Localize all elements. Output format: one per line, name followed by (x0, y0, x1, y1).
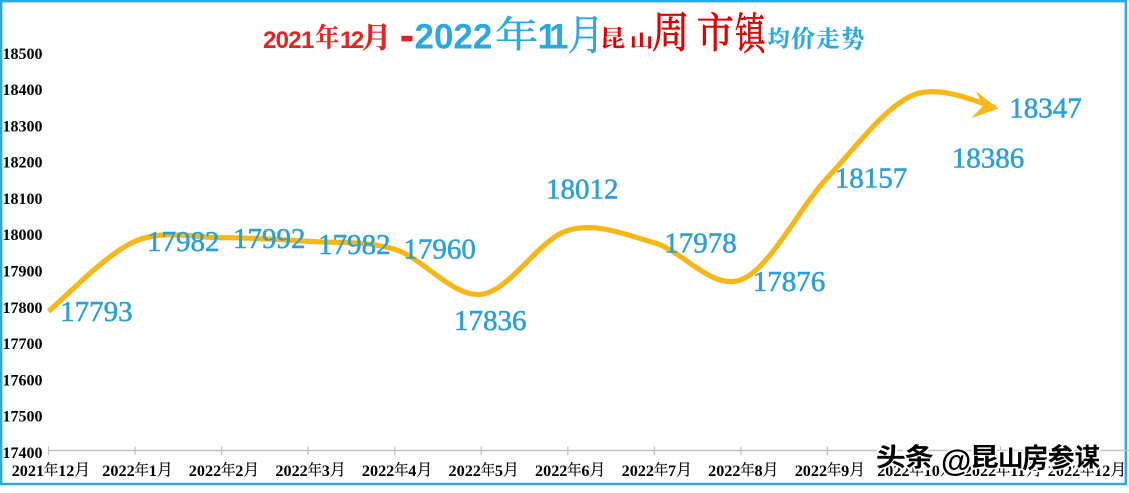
svg-text:17836: 17836 (454, 305, 527, 337)
svg-text:18300: 18300 (3, 118, 43, 135)
svg-text:8: 8 (755, 462, 763, 480)
svg-text:2021: 2021 (12, 462, 44, 480)
svg-text:2022: 2022 (275, 462, 307, 480)
svg-text:18100: 18100 (3, 191, 43, 208)
svg-text:2022: 2022 (415, 18, 493, 57)
svg-text:2022: 2022 (189, 462, 221, 480)
svg-text:17900: 17900 (3, 264, 43, 281)
svg-text:2022: 2022 (535, 462, 567, 480)
svg-text:17982: 17982 (318, 229, 391, 261)
svg-text:2022: 2022 (795, 462, 827, 480)
svg-text:17960: 17960 (403, 233, 476, 265)
svg-text:17982: 17982 (147, 226, 220, 258)
svg-text:18347: 18347 (1009, 93, 1082, 125)
svg-text:2021: 2021 (263, 27, 314, 54)
svg-text:18200: 18200 (3, 155, 43, 172)
svg-text:17793: 17793 (60, 296, 133, 328)
svg-text:2: 2 (235, 462, 243, 480)
svg-text:18500: 18500 (3, 46, 43, 63)
svg-text:17400: 17400 (3, 445, 43, 462)
svg-text:17978: 17978 (664, 227, 737, 259)
svg-text:2022: 2022 (622, 462, 654, 480)
svg-text:2022: 2022 (102, 462, 134, 480)
svg-text:3: 3 (322, 462, 330, 480)
svg-text:17600: 17600 (3, 372, 43, 389)
svg-text:17992: 17992 (233, 223, 306, 255)
svg-text:18400: 18400 (3, 82, 43, 99)
svg-text:18386: 18386 (952, 143, 1025, 175)
svg-text:2022: 2022 (449, 462, 481, 480)
svg-text:9: 9 (841, 462, 849, 480)
svg-text:17700: 17700 (3, 336, 43, 353)
svg-text:@: @ (941, 443, 971, 478)
svg-text:5: 5 (495, 462, 503, 480)
svg-text:1: 1 (149, 462, 157, 480)
svg-text:18000: 18000 (3, 227, 43, 244)
svg-text:4: 4 (408, 462, 416, 480)
svg-text:2022: 2022 (708, 462, 740, 480)
svg-text:12: 12 (340, 27, 364, 54)
svg-text:18012: 18012 (546, 174, 619, 206)
svg-text:7: 7 (668, 462, 676, 480)
svg-text:2022: 2022 (362, 462, 394, 480)
svg-text:6: 6 (581, 462, 589, 480)
svg-text:18157: 18157 (835, 162, 908, 194)
svg-text:12: 12 (58, 462, 74, 480)
svg-text:17500: 17500 (3, 409, 43, 426)
svg-text:17876: 17876 (753, 266, 826, 298)
svg-text:17800: 17800 (3, 300, 43, 317)
